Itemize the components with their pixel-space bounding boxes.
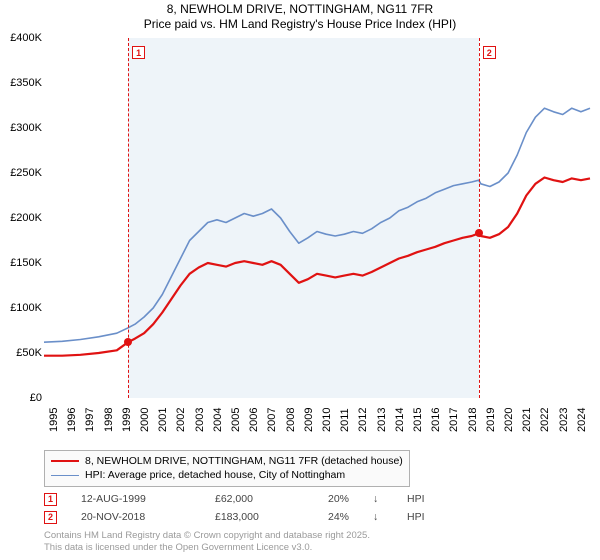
x-tick-label: 2008 xyxy=(285,408,297,432)
x-tick-label: 2011 xyxy=(339,408,351,432)
x-tick-label: 1995 xyxy=(48,408,60,432)
x-tick-label: 2022 xyxy=(539,408,551,432)
tx-dot-0 xyxy=(124,338,132,346)
tx-pct-0: 20% xyxy=(309,493,349,505)
attribution-line-1: Contains HM Land Registry data © Crown c… xyxy=(44,530,370,542)
x-tick-label: 2013 xyxy=(376,408,388,432)
x-tick-label: 2020 xyxy=(503,408,515,432)
x-tick-label: 2006 xyxy=(248,408,260,432)
y-tick-label: £200K xyxy=(10,212,42,224)
y-tick-label: £400K xyxy=(10,32,42,44)
x-tick-label: 2021 xyxy=(521,408,533,432)
tx-hpi-0: HPI xyxy=(407,493,437,505)
attribution-line-2: This data is licensed under the Open Gov… xyxy=(44,542,370,554)
x-tick-label: 2009 xyxy=(303,408,315,432)
transactions-table: 1 12-AUG-1999 £62,000 20% ↓ HPI 2 20-NOV… xyxy=(44,490,437,526)
x-tick-label: 2017 xyxy=(448,408,460,432)
x-tick-label: 1998 xyxy=(103,408,115,432)
x-tick-label: 1996 xyxy=(66,408,78,432)
x-tick-label: 2001 xyxy=(157,408,169,432)
x-tick-label: 2015 xyxy=(412,408,424,432)
tx-dot-1 xyxy=(475,229,483,237)
tx-vmarker-2: 2 xyxy=(483,46,496,59)
title-block: 8, NEWHOLM DRIVE, NOTTINGHAM, NG11 7FR P… xyxy=(0,0,600,32)
y-tick-label: £300K xyxy=(10,122,42,134)
y-tick-label: £50K xyxy=(16,347,42,359)
legend: 8, NEWHOLM DRIVE, NOTTINGHAM, NG11 7FR (… xyxy=(44,450,410,487)
tx-pct-1: 24% xyxy=(309,511,349,523)
x-tick-label: 2023 xyxy=(558,408,570,432)
down-arrow-icon: ↓ xyxy=(373,493,383,505)
down-arrow-icon: ↓ xyxy=(373,511,383,523)
x-tick-label: 2007 xyxy=(266,408,278,432)
tx-date-0: 12-AUG-1999 xyxy=(81,493,191,505)
title-line-1: 8, NEWHOLM DRIVE, NOTTINGHAM, NG11 7FR xyxy=(0,2,600,17)
x-tick-label: 2014 xyxy=(394,408,406,432)
tx-vline-2 xyxy=(479,38,480,398)
x-tick-label: 2016 xyxy=(430,408,442,432)
legend-label-1: HPI: Average price, detached house, City… xyxy=(85,468,345,482)
y-tick-label: £100K xyxy=(10,302,42,314)
tx-marker-1: 2 xyxy=(44,511,57,524)
x-tick-label: 2000 xyxy=(139,408,151,432)
legend-swatch-1 xyxy=(51,475,79,476)
x-tick-label: 2024 xyxy=(576,408,588,432)
legend-item-0: 8, NEWHOLM DRIVE, NOTTINGHAM, NG11 7FR (… xyxy=(51,454,403,468)
title-line-2: Price paid vs. HM Land Registry's House … xyxy=(0,17,600,32)
transaction-row-0: 1 12-AUG-1999 £62,000 20% ↓ HPI xyxy=(44,490,437,508)
tx-date-1: 20-NOV-2018 xyxy=(81,511,191,523)
transaction-row-1: 2 20-NOV-2018 £183,000 24% ↓ HPI xyxy=(44,508,437,526)
tx-vmarker-1: 1 xyxy=(132,46,145,59)
legend-item-1: HPI: Average price, detached house, City… xyxy=(51,468,403,482)
x-tick-label: 2018 xyxy=(467,408,479,432)
x-tick-label: 1997 xyxy=(84,408,96,432)
x-tick-label: 2003 xyxy=(194,408,206,432)
x-tick-label: 2019 xyxy=(485,408,497,432)
y-tick-label: £150K xyxy=(10,257,42,269)
y-tick-label: £250K xyxy=(10,167,42,179)
chart-plot-area: 12 xyxy=(44,38,590,398)
tx-price-0: £62,000 xyxy=(215,493,285,505)
x-tick-label: 2012 xyxy=(357,408,369,432)
x-tick-label: 1999 xyxy=(121,408,133,432)
tx-hpi-1: HPI xyxy=(407,511,437,523)
x-tick-label: 2005 xyxy=(230,408,242,432)
legend-label-0: 8, NEWHOLM DRIVE, NOTTINGHAM, NG11 7FR (… xyxy=(85,454,403,468)
legend-swatch-0 xyxy=(51,460,79,462)
chart-container: 8, NEWHOLM DRIVE, NOTTINGHAM, NG11 7FR P… xyxy=(0,0,600,560)
y-tick-label: £350K xyxy=(10,77,42,89)
tx-price-1: £183,000 xyxy=(215,511,285,523)
y-tick-label: £0 xyxy=(30,392,42,404)
x-tick-label: 2004 xyxy=(212,408,224,432)
tx-marker-0: 1 xyxy=(44,493,57,506)
attribution: Contains HM Land Registry data © Crown c… xyxy=(44,530,370,554)
x-tick-label: 2002 xyxy=(175,408,187,432)
x-tick-label: 2010 xyxy=(321,408,333,432)
